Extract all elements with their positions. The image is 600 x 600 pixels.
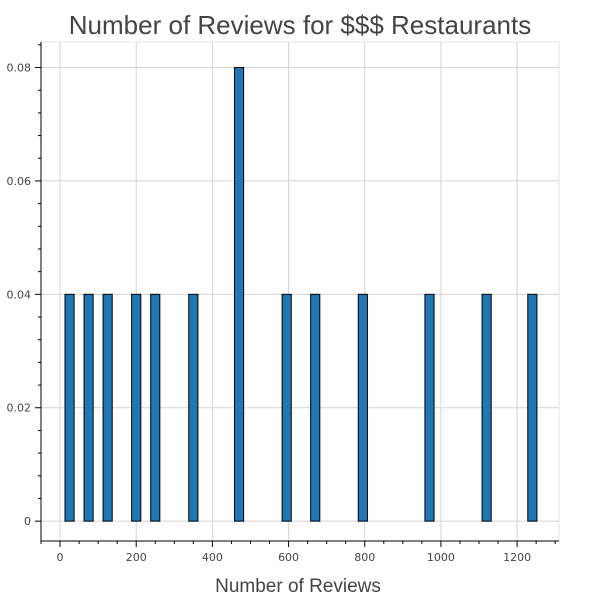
x-tick-label: 800 [354,551,375,564]
y-tick-label: 0.08 [7,62,32,75]
histogram-bar [233,67,245,522]
grid-lines [41,42,559,541]
histogram-bar [83,293,94,522]
x-axis-ticks: 0 200 400 600 800 1000 1200 [40,541,556,564]
y-axis-ticks: 0 0.02 0.04 0.06 0.08 [7,44,41,528]
histogram-bar [150,293,161,522]
histogram-bar [424,293,435,522]
bars [64,67,538,522]
y-tick-label: 0 [24,515,31,528]
x-axis-label: Number of Reviews [215,576,381,597]
histogram-bar [357,293,368,522]
histogram-bar [131,293,142,522]
x-tick-label: 600 [278,551,299,564]
histogram-bar [102,293,113,522]
x-tick-label: 400 [202,551,223,564]
chart-title: Number of Reviews for $$$ Restaurants [69,10,531,40]
histogram-bar [481,293,492,522]
x-tick-label: 1000 [427,551,455,564]
histogram-bar [281,293,292,522]
x-tick-label: 0 [57,551,64,564]
y-tick-label: 0.04 [7,288,32,301]
x-tick-label: 1200 [503,551,531,564]
histogram-bar [310,293,321,522]
plot-frame [40,41,560,542]
y-tick-label: 0.02 [7,402,32,415]
histogram-bar [64,293,75,522]
x-tick-label: 200 [126,551,147,564]
histogram-bar [188,293,199,522]
y-tick-label: 0.06 [7,175,32,188]
histogram-bar [527,293,538,522]
